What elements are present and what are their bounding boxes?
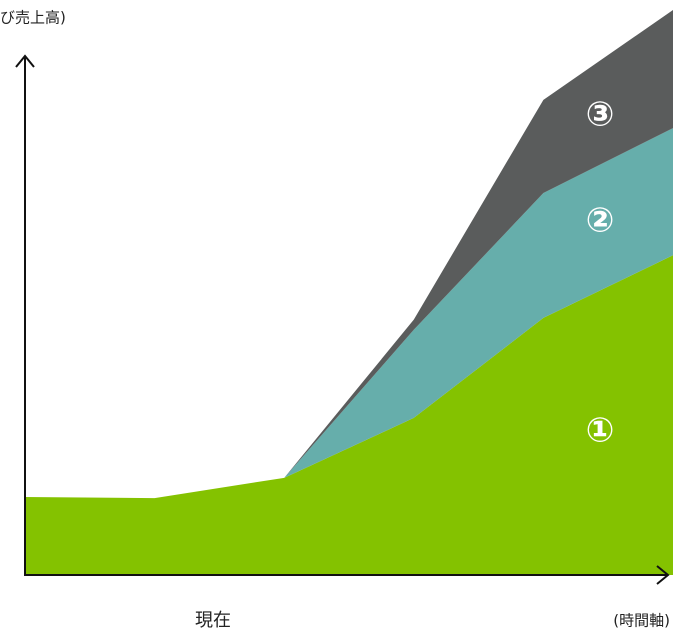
series-label: ① [586,411,615,451]
area [25,255,673,575]
areas [25,10,673,575]
x-axis-arrow [656,565,670,585]
y-axis-label: び売上高) [0,9,66,27]
x-annotation: 現在 [195,610,231,631]
x-axis-label: (時間軸) [613,612,670,630]
area [25,128,673,499]
series-label: ③ [586,95,615,135]
area [25,10,673,499]
series-label: ② [586,201,615,241]
y-axis-arrow [15,54,35,68]
